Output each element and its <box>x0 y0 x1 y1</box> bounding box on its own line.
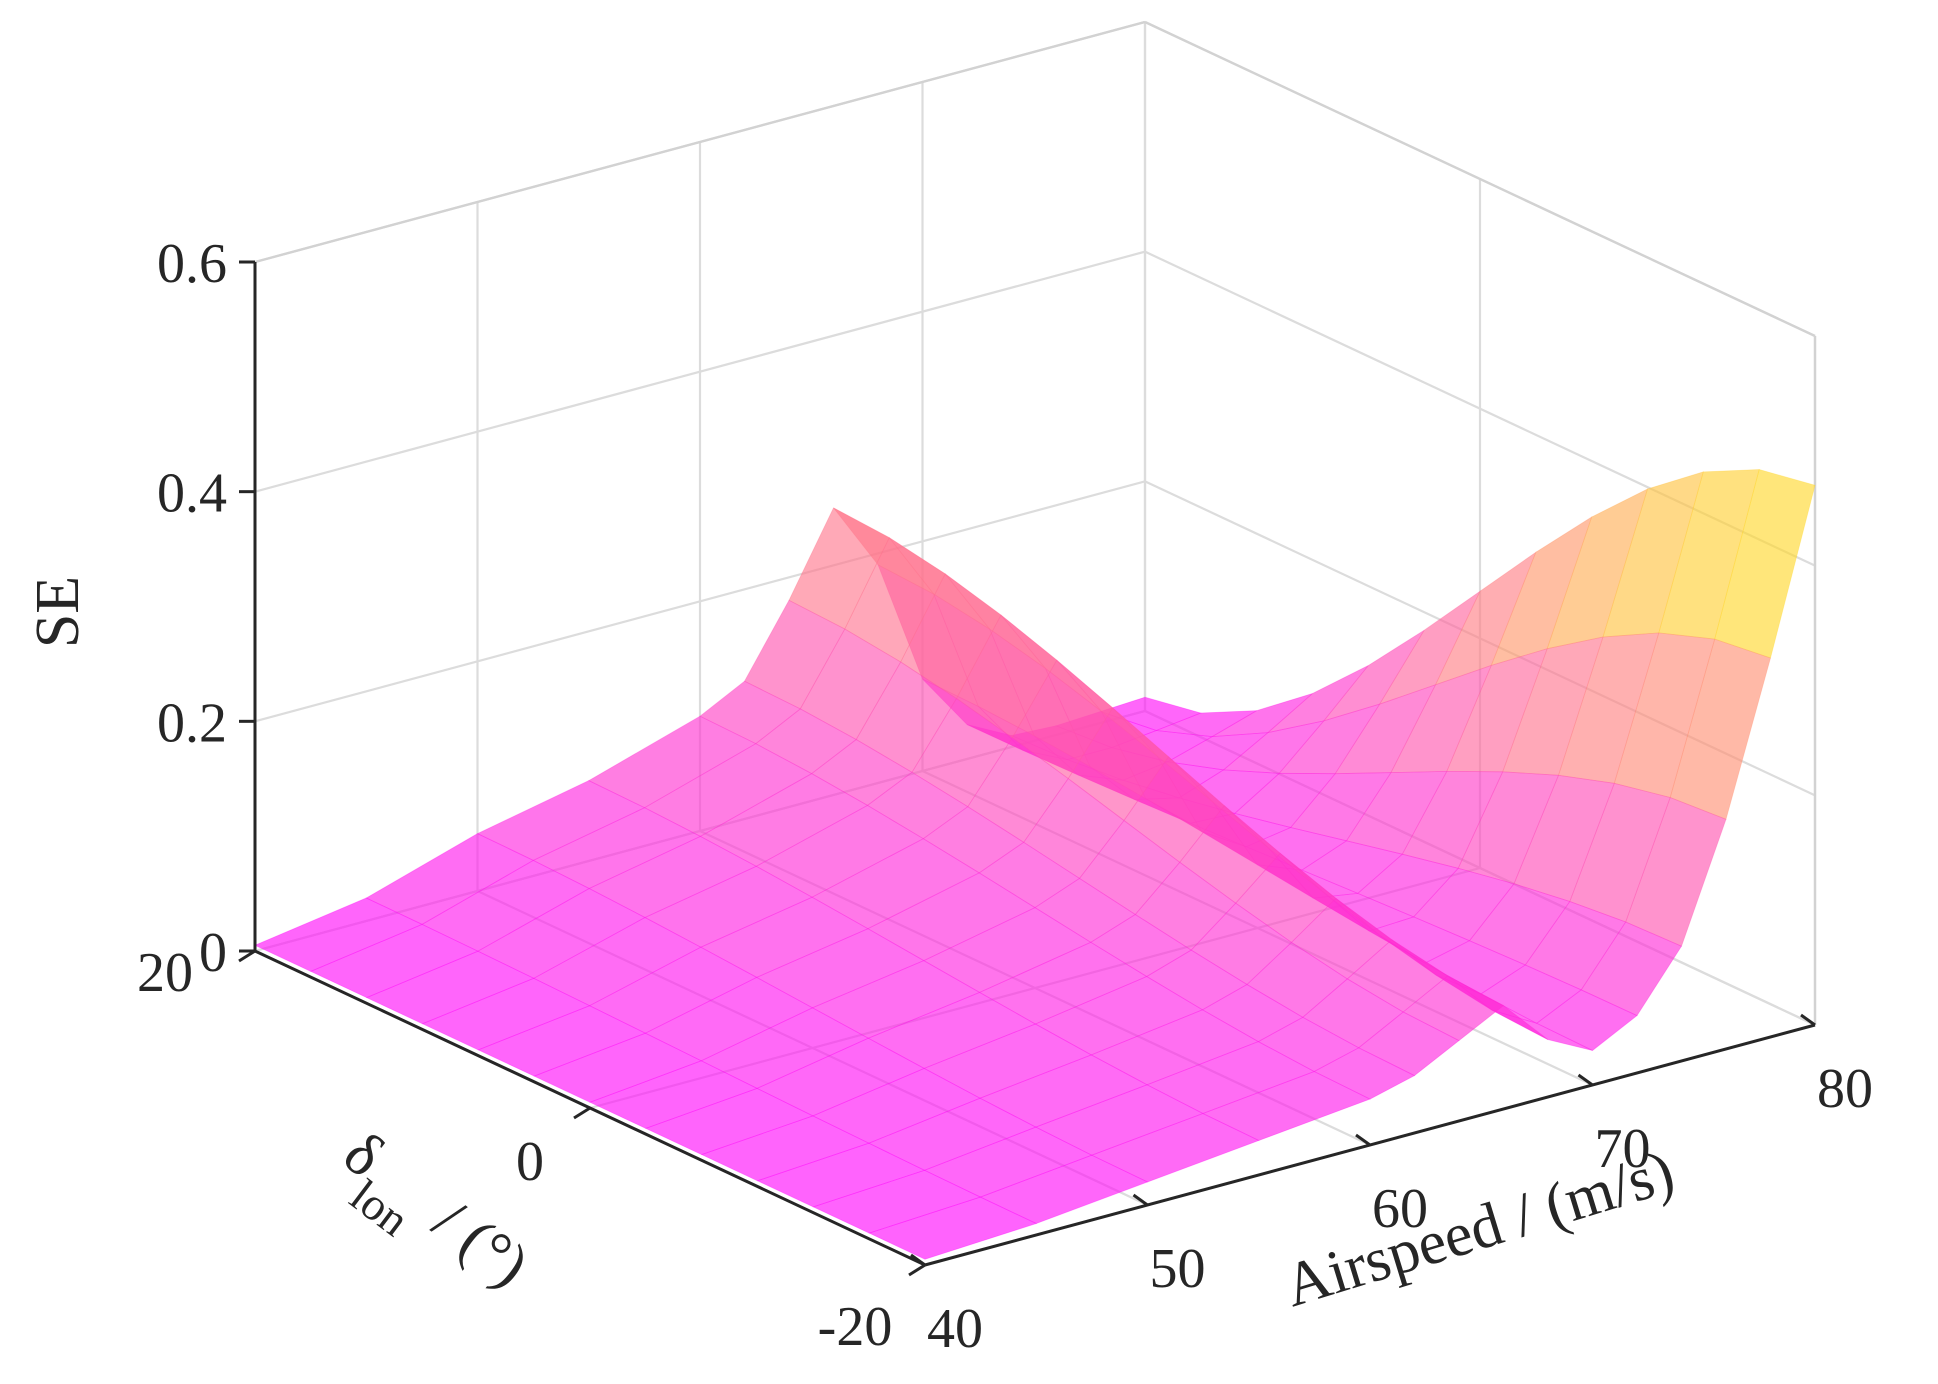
x-axis-label: Airspeed / (m/s) <box>1277 1137 1682 1320</box>
x-tick-label-3: 70 <box>1595 1118 1651 1180</box>
surface-patch-3-7 <box>811 838 981 930</box>
z-tick-label-1: 0.2 <box>157 692 227 754</box>
grid-line-z-back-1 <box>254 480 1146 723</box>
y-tick-label-1: 0 <box>516 1131 544 1193</box>
surface-patch-12-8 <box>1222 720 1325 774</box>
z-tick-label-3: 0.6 <box>157 233 227 295</box>
x-tick-mark-1 <box>1132 1193 1149 1207</box>
y-tick-label-2: 20 <box>137 942 193 1004</box>
surface-patch-4-0 <box>1313 1047 1416 1100</box>
surface-patch-2-10 <box>532 807 702 889</box>
y-axis-label: δ lon / (°) <box>332 1119 541 1300</box>
surface-patch-13-5 <box>1434 551 1537 686</box>
surface-patch-12-4 <box>1446 648 1548 773</box>
x-tick-mark-4 <box>1800 1013 1816 1027</box>
surface-patch-10-2 <box>1468 883 1571 966</box>
x-tick-label-4: 80 <box>1817 1058 1873 1120</box>
box-edge-top-back <box>254 20 1146 264</box>
x-tick-label-0: 40 <box>927 1298 983 1360</box>
surface-patch-11-1 <box>1569 782 1671 923</box>
surface-layer <box>254 469 1816 1260</box>
x-tick-mark-0 <box>910 1253 926 1267</box>
surface-patch-0-2 <box>756 1142 926 1208</box>
surface-patch-10-1 <box>1524 901 1627 991</box>
surface-patch-11-0 <box>1625 796 1727 947</box>
x-tick-mark-2 <box>1355 1133 1371 1147</box>
surface-patch-6-7 <box>1011 659 1114 780</box>
surface-patch-12-6 <box>1334 684 1437 775</box>
z-tick-label-0: 0 <box>199 922 227 984</box>
surface-patch-13-3 <box>1546 488 1649 650</box>
grid-line-z-back-2 <box>254 250 1146 493</box>
y-tick-label-0: -20 <box>818 1296 893 1358</box>
surface-patch-5-6 <box>1023 778 1125 879</box>
y-axis-label-unit: / (°) <box>421 1186 541 1300</box>
surface-patch-2-11 <box>476 780 646 861</box>
surface-patch-0-0 <box>868 1196 1038 1260</box>
y-tick-mark-1 <box>573 1106 591 1120</box>
z-tick-label-2: 0.4 <box>157 463 227 525</box>
surface-patch-10-4 <box>1357 853 1459 918</box>
surface-patch-13-0 <box>1714 469 1816 659</box>
surface-patch-5-0 <box>1357 1011 1460 1077</box>
z-axis-label: SE <box>24 576 92 648</box>
surface-patch-5-4 <box>1134 861 1237 951</box>
surface-patch-3-11 <box>587 715 757 809</box>
y-tick-mark-0 <box>908 1263 926 1277</box>
surface-patch-0-3 <box>700 1115 870 1182</box>
surface-patch-6-8 <box>955 614 1058 739</box>
surface-patch-13-6 <box>1378 590 1482 705</box>
y-tick-mark-2 <box>238 949 256 963</box>
x-tick-mark-3 <box>1577 1073 1594 1087</box>
surface-patch-1-11 <box>365 833 535 925</box>
surface-patch-1-2 <box>867 1097 1037 1171</box>
surface-patch-13-7 <box>1322 629 1425 722</box>
surface-patch-10-5 <box>1301 840 1404 894</box>
surface-patch-3-4 <box>978 941 1148 1025</box>
x-tick-label-1: 50 <box>1150 1238 1206 1300</box>
box-edge-top-side <box>1144 20 1816 338</box>
x-tick-label-2: 60 <box>1372 1178 1428 1240</box>
